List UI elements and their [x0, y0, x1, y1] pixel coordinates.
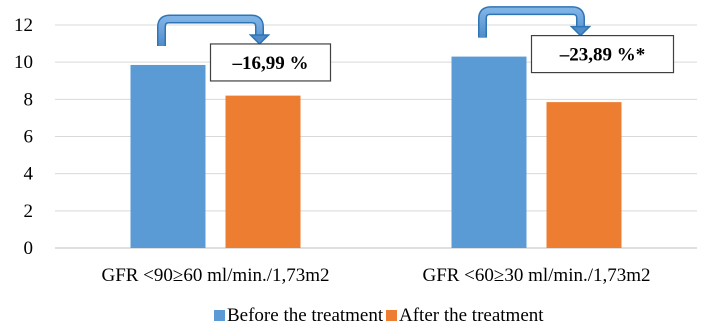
legend-label: After the treatment — [399, 305, 544, 326]
legend-swatch — [214, 310, 225, 321]
x-axis-category-labels: GFR <90≥60 ml/min./1,73m2 GFR <60≥30 ml/m… — [101, 265, 650, 286]
arrow-shaft-outline — [478, 6, 585, 38]
bars — [130, 56, 622, 249]
category-label: GFR <60≥30 ml/min./1,73m2 — [422, 265, 650, 286]
annotation-label: –16,99 % — [232, 53, 309, 74]
bar-before-cat1 — [130, 64, 206, 249]
y-tick-label: 0 — [24, 238, 34, 259]
arrow-shaft — [479, 7, 584, 38]
annotation-box — [530, 34, 675, 74]
y-tick-label: 10 — [14, 52, 33, 73]
bar-after-cat2 — [546, 102, 622, 248]
y-tick-label: 6 — [24, 127, 34, 148]
change-annotations: –16,99 % –23,89 %* — [209, 34, 675, 82]
legend-label: Before the treatment — [227, 305, 384, 326]
arrow-head — [248, 34, 271, 46]
y-tick-label: 2 — [24, 201, 34, 222]
legend-swatch — [386, 310, 397, 321]
y-tick-label: 8 — [24, 89, 34, 110]
change-arrows — [157, 6, 592, 46]
arrow-shaft-outline — [157, 14, 264, 46]
y-axis-tick-labels: 0 2 4 6 8 10 12 — [14, 15, 34, 259]
legend: Before the treatment After the treatment — [214, 305, 544, 326]
arrow-head — [569, 25, 592, 37]
bar-before-cat2 — [451, 56, 527, 248]
y-tick-label: 12 — [14, 15, 33, 36]
arrow-shaft — [158, 15, 263, 46]
annotation-label: –23,89 %* — [559, 45, 646, 66]
category-label: GFR <90≥60 ml/min./1,73m2 — [101, 265, 329, 286]
annotation-box — [209, 43, 332, 82]
bar-after-cat1 — [225, 95, 301, 248]
y-tick-label: 4 — [24, 164, 34, 185]
